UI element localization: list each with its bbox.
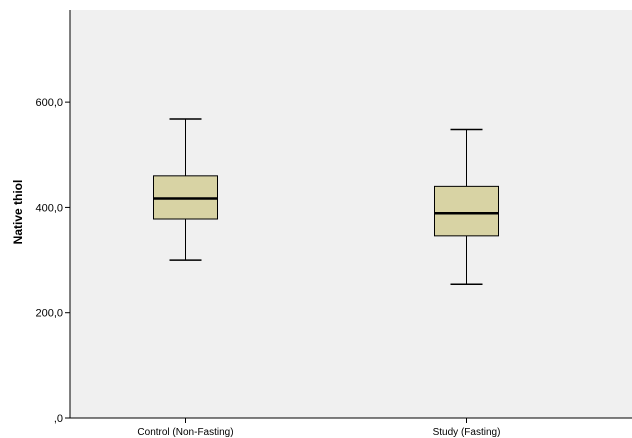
x-tick-label: Study (Fasting)	[433, 427, 501, 438]
x-tick-label: Control (Non-Fasting)	[137, 427, 233, 438]
y-tick-label: 600,0	[35, 97, 63, 109]
box-0	[153, 118, 218, 261]
y-tick-label: 400,0	[35, 202, 63, 214]
x-axis-ticks: Control (Non-Fasting) Study (Fasting)	[137, 418, 500, 438]
boxes-group	[153, 118, 499, 286]
y-axis-title: Native thiol	[11, 180, 25, 245]
iqr-box	[434, 185, 499, 237]
y-tick-label: ,0	[54, 413, 63, 425]
y-tick-label: 200,0	[35, 308, 63, 320]
y-axis-ticks: ,0 200,0 400,0 600,0	[35, 97, 70, 425]
box-1	[434, 128, 499, 286]
